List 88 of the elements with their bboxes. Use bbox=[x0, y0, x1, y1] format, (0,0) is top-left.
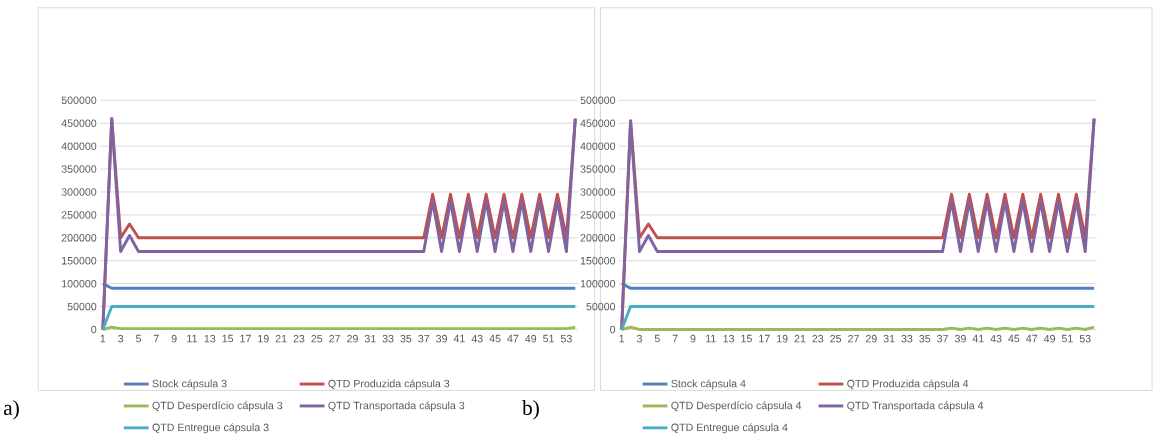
x-tick-label: 53 bbox=[560, 334, 572, 343]
text: b) bbox=[522, 399, 539, 420]
x-tick-label: 17 bbox=[759, 334, 770, 343]
x-tick-label: 27 bbox=[329, 334, 340, 343]
legend-label: Stock cápsula 3 bbox=[152, 379, 227, 390]
x-tick-label: 51 bbox=[543, 334, 554, 343]
x-tick-label: 5 bbox=[654, 334, 660, 343]
x-tick-label: 47 bbox=[507, 334, 519, 343]
x-tick-label: 39 bbox=[954, 334, 966, 343]
x-tick-label: 1 bbox=[619, 334, 625, 343]
x-tick-label: 21 bbox=[275, 334, 287, 343]
x-tick-label: 13 bbox=[723, 334, 735, 343]
legend-label: QTD Entregue cápsula 3 bbox=[152, 423, 269, 434]
x-tick-label: 19 bbox=[258, 334, 269, 343]
y-tick-label: 50000 bbox=[586, 302, 616, 311]
x-tick-label: 49 bbox=[525, 334, 537, 343]
y-tick-label: 350000 bbox=[61, 165, 97, 173]
x-tick-label: 47 bbox=[1026, 334, 1038, 343]
x-tick-label: 23 bbox=[812, 334, 824, 343]
x-tick-label: 51 bbox=[1061, 334, 1073, 343]
y-tick-label: 0 bbox=[610, 325, 616, 334]
x-tick-label: 35 bbox=[919, 334, 931, 343]
y-tick-label: 400000 bbox=[580, 142, 616, 150]
x-tick-label: 31 bbox=[883, 334, 895, 343]
x-tick-label: 23 bbox=[293, 334, 305, 343]
legend-label: QTD Transportada cápsula 3 bbox=[328, 401, 465, 412]
y-tick-label: 0 bbox=[91, 325, 97, 334]
x-tick-label: 25 bbox=[311, 334, 323, 343]
y-tick-label: 400000 bbox=[61, 142, 97, 150]
x-tick-label: 15 bbox=[222, 334, 234, 343]
x-tick-label: 43 bbox=[471, 334, 483, 343]
x-tick-label: 27 bbox=[848, 334, 859, 343]
legend-label: QTD Desperdício cápsula 4 bbox=[671, 401, 802, 412]
legend-label: QTD Desperdício cápsula 3 bbox=[152, 401, 283, 412]
legend-label: QTD Entregue cápsula 4 bbox=[671, 423, 788, 434]
y-tick-label: 300000 bbox=[61, 188, 97, 196]
x-tick-label: 15 bbox=[741, 334, 752, 343]
x-tick-label: 53 bbox=[1079, 334, 1091, 343]
x-tick-label: 3 bbox=[118, 334, 124, 343]
legend-label: Stock cápsula 4 bbox=[671, 379, 746, 390]
x-tick-label: 45 bbox=[1008, 334, 1020, 343]
x-tick-label: 41 bbox=[453, 334, 465, 343]
x-tick-label: 33 bbox=[382, 334, 394, 343]
x-tick-label: 17 bbox=[240, 334, 251, 343]
y-tick-label: 200000 bbox=[61, 233, 97, 242]
y-tick-label: 450000 bbox=[580, 119, 616, 127]
x-tick-label: 19 bbox=[777, 334, 788, 343]
x-tick-label: 13 bbox=[204, 334, 216, 343]
x-tick-label: 37 bbox=[937, 334, 948, 343]
x-tick-label: 29 bbox=[865, 334, 877, 343]
x-tick-label: 49 bbox=[1043, 334, 1055, 343]
x-tick-label: 33 bbox=[901, 334, 913, 343]
x-tick-label: 1 bbox=[100, 334, 106, 343]
text: a) bbox=[3, 399, 19, 420]
y-tick-label: 150000 bbox=[580, 256, 616, 265]
legend-label: QTD Produzida cápsula 3 bbox=[328, 379, 450, 390]
y-tick-label: 500000 bbox=[61, 96, 97, 104]
x-tick-label: 41 bbox=[972, 334, 984, 343]
y-tick-label: 500000 bbox=[580, 96, 616, 104]
legend-label: QTD Produzida cápsula 4 bbox=[847, 379, 969, 390]
x-tick-label: 37 bbox=[418, 334, 430, 343]
y-tick-label: 200000 bbox=[580, 233, 616, 242]
x-tick-label: 39 bbox=[436, 334, 447, 343]
x-tick-label: 11 bbox=[706, 334, 716, 343]
x-tick-label: 11 bbox=[187, 334, 197, 343]
x-tick-label: 43 bbox=[990, 334, 1002, 343]
x-tick-label: 9 bbox=[171, 334, 177, 343]
x-tick-label: 21 bbox=[794, 334, 806, 343]
y-tick-label: 250000 bbox=[61, 210, 97, 219]
x-tick-label: 29 bbox=[347, 334, 358, 343]
y-tick-label: 250000 bbox=[580, 210, 616, 219]
x-tick-label: 45 bbox=[489, 334, 501, 343]
y-tick-label: 100000 bbox=[62, 279, 97, 288]
y-tick-label: 50000 bbox=[67, 302, 97, 311]
x-tick-label: 7 bbox=[672, 334, 678, 343]
x-tick-label: 5 bbox=[135, 334, 141, 343]
x-tick-label: 7 bbox=[153, 334, 159, 343]
x-tick-label: 9 bbox=[690, 334, 696, 343]
x-tick-label: 25 bbox=[830, 334, 842, 343]
y-tick-label: 300000 bbox=[580, 188, 616, 196]
x-tick-label: 31 bbox=[364, 334, 376, 343]
x-tick-label: 3 bbox=[636, 334, 642, 343]
y-tick-label: 350000 bbox=[580, 165, 616, 173]
x-tick-label: 35 bbox=[400, 334, 412, 343]
legend-label: QTD Transportada cápsula 4 bbox=[847, 401, 984, 412]
y-tick-label: 100000 bbox=[580, 279, 616, 288]
y-tick-label: 150000 bbox=[62, 256, 97, 265]
y-tick-label: 450000 bbox=[61, 119, 97, 127]
